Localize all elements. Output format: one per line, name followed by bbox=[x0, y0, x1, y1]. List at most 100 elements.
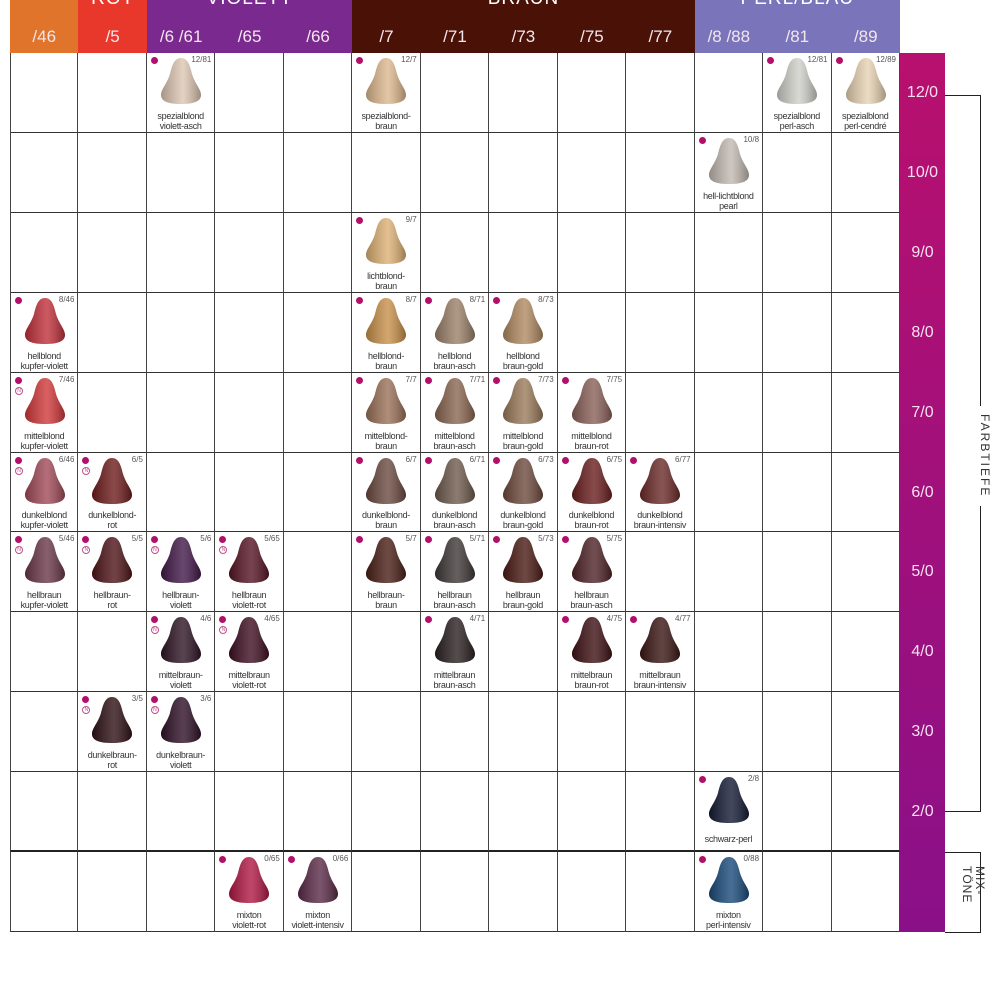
swatch-cell-7-7[interactable]: 7/7 mittelblond- braun bbox=[352, 372, 421, 453]
hair-swatch-icon bbox=[434, 457, 475, 504]
grid-cell bbox=[283, 132, 353, 213]
grid-cell bbox=[283, 292, 353, 373]
level-bar: 12/0 10/0 9/0 8/0 7/0 6/0 5/0 4/0 3/0 2/0 bbox=[900, 53, 945, 932]
bracket-line bbox=[945, 811, 981, 812]
swatch-name: mittelblond braun-asch bbox=[433, 430, 476, 451]
grid-cell bbox=[626, 692, 695, 773]
swatch-cell-12-81[interactable]: 12/81 spezialblond violett-asch bbox=[146, 53, 216, 133]
swatch-name: dunkelblond- braun bbox=[362, 510, 410, 531]
swatch-cell-3-5[interactable]: N 3/5 dunkelbraun- rot bbox=[78, 692, 147, 773]
swatch-code: 12/7 bbox=[401, 55, 417, 64]
swatch-code: 6/5 bbox=[131, 454, 143, 464]
swatch-cell-4-75[interactable]: 4/75 mittelbraun braun-rot bbox=[557, 612, 627, 693]
level-label: 7/0 bbox=[911, 403, 934, 421]
hair-swatch-icon bbox=[229, 537, 270, 584]
grid-cell bbox=[420, 132, 490, 213]
swatch-name: spezialblond violett-asch bbox=[157, 110, 204, 131]
column-label: /6 /61 bbox=[159, 27, 203, 46]
swatch-cell-4-77[interactable]: 4/77 mittelbraun braun-intensiv bbox=[626, 612, 695, 693]
swatch-cell-8-71[interactable]: 8/71 hellblond braun-asch bbox=[420, 292, 490, 373]
grid-cell bbox=[489, 212, 558, 293]
swatch-cell-6-77[interactable]: 6/77 dunkelblond braun-intensiv bbox=[626, 452, 695, 533]
availability-dot-icon bbox=[356, 456, 364, 464]
grid-cell bbox=[146, 852, 216, 932]
hair-swatch-icon bbox=[366, 297, 407, 344]
availability-dot-icon bbox=[561, 616, 569, 624]
grid-cell bbox=[557, 132, 627, 213]
swatch-code: 12/81 bbox=[807, 55, 828, 64]
swatch-cell-7-73[interactable]: 7/73 mittelblond braun-gold bbox=[489, 372, 558, 453]
hair-swatch-icon bbox=[571, 537, 612, 584]
swatch-cell-6-5[interactable]: N 6/5 dunkelblond- rot bbox=[78, 452, 147, 533]
column-label: /46 bbox=[32, 27, 57, 46]
hair-swatch-icon bbox=[571, 457, 612, 504]
swatch-cell-0-65[interactable]: 0/65 mixton violett-rot bbox=[215, 852, 284, 932]
swatch-cell-6-73[interactable]: 6/73 dunkelblond braun-gold bbox=[489, 452, 558, 533]
swatch-cell-0-88[interactable]: 0/88 mixton perl-intensiv bbox=[694, 852, 764, 932]
grid-cell bbox=[352, 772, 421, 853]
swatch-cell-10-8[interactable]: 10/8 hell-lichtblond pearl bbox=[694, 132, 764, 213]
swatch-cell-12-7[interactable]: 12/7 spezialblond- braun bbox=[352, 53, 421, 133]
hair-swatch-icon bbox=[845, 58, 886, 104]
column-label: /7 bbox=[379, 27, 394, 46]
grid-cell bbox=[10, 692, 79, 773]
swatch-cell-9-7[interactable]: 9/7 lichtblond- braun bbox=[352, 212, 421, 293]
swatch-cell-3-6[interactable]: N 3/6 dunkelbraun- violett bbox=[146, 692, 216, 773]
grid-cell bbox=[763, 452, 832, 533]
swatch-cell-6-75[interactable]: 6/75 dunkelblond braun-rot bbox=[557, 452, 627, 533]
swatch-cell-8-46[interactable]: 8/46 hellblond kupfer-violett bbox=[10, 292, 79, 373]
swatch-name: lichtblond- braun bbox=[367, 270, 405, 291]
hair-swatch-icon bbox=[160, 617, 201, 664]
swatch-cell-8-7[interactable]: 8/7 hellblond- braun bbox=[352, 292, 421, 373]
swatch-cell-5-75[interactable]: 5/75 hellbraun braun-asch bbox=[557, 532, 627, 613]
swatch-cell-6-7[interactable]: 6/7 dunkelblond- braun bbox=[352, 452, 421, 533]
swatch-cell-7-46[interactable]: N 7/46 mittelblond kupfer-violett bbox=[10, 372, 79, 453]
swatch-cell-6-46[interactable]: N 6/46 dunkelblond kupfer-violett bbox=[10, 452, 79, 533]
swatch-cell-5-5[interactable]: N 5/5 hellbraun- rot bbox=[78, 532, 147, 613]
availability-dot-icon bbox=[82, 536, 90, 544]
swatch-cell-8-73[interactable]: 8/73 hellblond braun-gold bbox=[489, 292, 558, 373]
swatch-cell-4-6[interactable]: N 4/6 mittelbraun- violett bbox=[146, 612, 216, 693]
swatch-cell-12-81[interactable]: 12/81 spezialblond perl-asch bbox=[763, 53, 832, 133]
grid-cell bbox=[831, 532, 900, 613]
grid-cell bbox=[831, 372, 900, 453]
mixable-marker-icon: N bbox=[82, 706, 91, 715]
swatch-name: mixton perl-intensiv bbox=[706, 909, 751, 930]
swatch-name: mittelbraun- violett bbox=[158, 670, 203, 691]
swatch-cell-6-71[interactable]: 6/71 dunkelblond braun-asch bbox=[420, 452, 490, 533]
swatch-cell-7-71[interactable]: 7/71 mittelblond braun-asch bbox=[420, 372, 490, 453]
swatch-cell-5-6[interactable]: N 5/6 hellbraun- violett bbox=[146, 532, 216, 613]
hair-swatch-icon bbox=[160, 697, 201, 744]
availability-dot-icon bbox=[356, 376, 364, 384]
swatch-cell-5-7[interactable]: 5/7 hellbraun- braun bbox=[352, 532, 421, 613]
swatch-cell-5-73[interactable]: 5/73 hellbraun braun-gold bbox=[489, 532, 558, 613]
swatch-name: dunkelblond- rot bbox=[88, 510, 137, 531]
grid-cell bbox=[352, 852, 421, 932]
swatch-cell-2-8[interactable]: 2/8 schwarz-perl bbox=[694, 772, 764, 853]
swatch-cell-7-75[interactable]: 7/75 mittelblond braun-rot bbox=[557, 372, 627, 453]
hair-swatch-icon bbox=[25, 377, 65, 424]
swatch-cell-12-89[interactable]: 12/89 spezialblond perl-cendré bbox=[831, 53, 900, 133]
grid-cell bbox=[626, 852, 695, 932]
grid-cell bbox=[78, 212, 147, 293]
grid-cell bbox=[626, 772, 695, 853]
hair-swatch-icon bbox=[297, 857, 338, 904]
availability-dot-icon bbox=[493, 376, 501, 384]
swatch-name: mixton violett-intensiv bbox=[291, 909, 344, 930]
swatch-cell-4-65[interactable]: N 4/65 mittelbraun violett-rot bbox=[215, 612, 284, 693]
swatch-code: 4/77 bbox=[675, 614, 691, 624]
grid-cell bbox=[215, 212, 284, 293]
swatch-cell-5-46[interactable]: N 5/46 hellbraun kupfer-violett bbox=[10, 532, 79, 613]
swatch-code: 5/71 bbox=[469, 534, 486, 544]
bracket-line bbox=[945, 932, 981, 933]
swatch-cell-0-66[interactable]: 0/66 mixton violett-intensiv bbox=[283, 852, 353, 932]
availability-dot-icon bbox=[493, 536, 501, 544]
swatch-cell-5-65[interactable]: N 5/65 hellbraun violett-rot bbox=[215, 532, 284, 613]
grid-cell bbox=[694, 692, 764, 773]
availability-dot-icon bbox=[150, 536, 158, 544]
grid-cell bbox=[694, 612, 764, 693]
swatch-cell-4-71[interactable]: 4/71 mittelbraun braun-asch bbox=[420, 612, 490, 693]
availability-dot-icon bbox=[698, 136, 706, 144]
swatch-cell-5-71[interactable]: 5/71 hellbraun braun-asch bbox=[420, 532, 490, 613]
hair-swatch-icon bbox=[25, 457, 65, 504]
